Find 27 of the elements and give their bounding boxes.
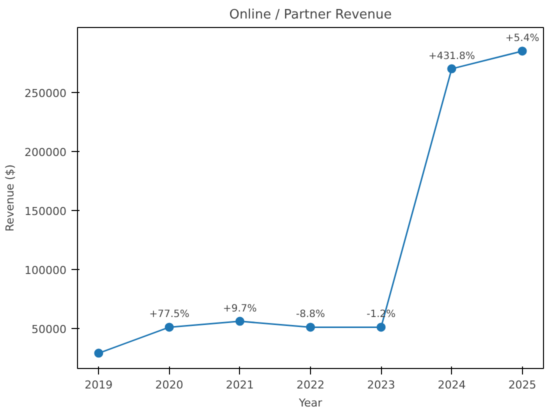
x-tick-label: 2023	[367, 378, 396, 392]
point	[376, 322, 386, 332]
y-tick-label: 100000	[24, 264, 67, 277]
annotation: -8.8%	[296, 309, 326, 320]
point	[518, 46, 527, 56]
y-tick-label: 200000	[24, 146, 67, 159]
y-axis-title: Revenue ($)	[4, 164, 17, 232]
y-tick-label: 150000	[24, 204, 67, 218]
x-tick-label: 2019	[84, 378, 113, 392]
x-tick-label: 2021	[226, 378, 254, 392]
annotation: +5.4%	[505, 33, 540, 44]
annotation: +9.7%	[223, 303, 257, 314]
y-tick-label: 50000	[32, 322, 67, 336]
point	[164, 322, 174, 332]
y-tick-label: 250000	[24, 86, 67, 100]
x-tick-label: 2025	[508, 378, 536, 392]
chart-title: Online / Partner Revenue	[229, 8, 392, 22]
point	[94, 348, 104, 358]
annotation: +77.5%	[149, 309, 190, 320]
x-tick-label: 2022	[296, 378, 325, 392]
x-tick-label: 2020	[155, 378, 184, 392]
x-axis-title: Year	[298, 396, 323, 410]
point	[235, 316, 244, 326]
point	[306, 322, 315, 332]
x-tick-label: 2024	[438, 378, 466, 392]
annotation: +431.8%	[428, 50, 475, 62]
point	[447, 64, 456, 74]
